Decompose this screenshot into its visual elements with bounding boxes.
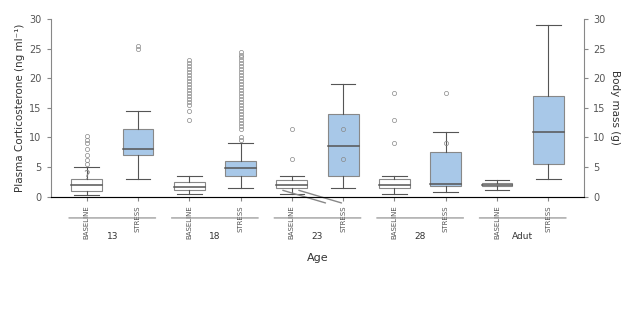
FancyBboxPatch shape [379,179,410,188]
FancyBboxPatch shape [482,183,512,186]
FancyBboxPatch shape [328,114,359,176]
Text: 23: 23 [312,232,323,241]
Text: 28: 28 [415,232,426,241]
Text: ?: ? [83,169,90,182]
FancyBboxPatch shape [431,152,461,186]
Text: Adut: Adut [512,232,533,241]
Y-axis label: Body mass (g): Body mass (g) [610,70,620,145]
FancyBboxPatch shape [71,179,102,191]
FancyBboxPatch shape [225,161,256,176]
FancyBboxPatch shape [533,96,564,164]
Text: 13: 13 [107,232,118,241]
Text: Age: Age [307,254,328,263]
Text: 18: 18 [209,232,220,241]
FancyBboxPatch shape [123,129,153,155]
Y-axis label: Plasma Corticosterone (ng ml⁻¹): Plasma Corticosterone (ng ml⁻¹) [15,24,25,192]
FancyBboxPatch shape [276,180,307,188]
FancyBboxPatch shape [174,182,204,190]
